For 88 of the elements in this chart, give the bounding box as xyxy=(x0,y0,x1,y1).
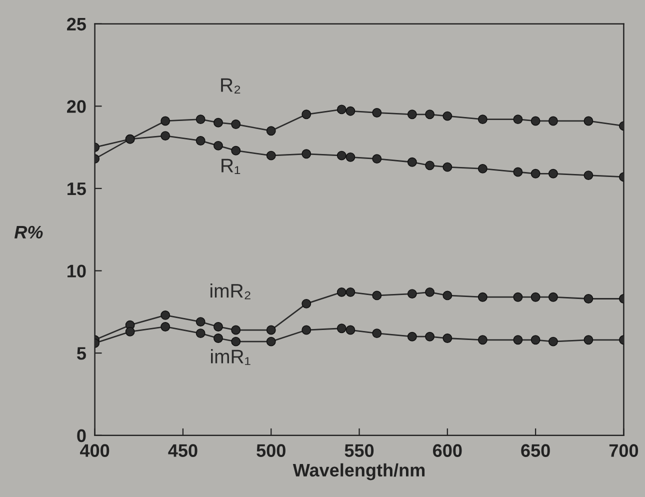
point xyxy=(584,116,594,126)
y-tick-label: 15 xyxy=(68,182,86,196)
point xyxy=(372,328,382,338)
point xyxy=(478,164,488,174)
y-tick-label: 25 xyxy=(67,18,86,31)
point xyxy=(513,292,523,302)
point xyxy=(266,336,276,346)
point xyxy=(442,162,452,172)
point xyxy=(160,116,170,126)
series-label: R₂ xyxy=(221,78,240,94)
point xyxy=(548,292,558,302)
point xyxy=(231,146,241,156)
y-tick-label: 5 xyxy=(76,347,86,360)
point xyxy=(530,116,540,126)
point xyxy=(548,116,558,126)
point xyxy=(196,136,206,146)
point xyxy=(214,118,223,128)
x-tick-label: 650 xyxy=(521,444,550,457)
point xyxy=(231,336,241,346)
point xyxy=(302,298,312,308)
point xyxy=(372,290,382,300)
y-axis-title: R% xyxy=(14,226,43,239)
point xyxy=(584,335,594,345)
point xyxy=(336,104,346,114)
point xyxy=(196,328,206,338)
point xyxy=(196,317,206,327)
point xyxy=(346,325,356,335)
point xyxy=(478,114,488,124)
point xyxy=(214,334,223,343)
point xyxy=(231,120,241,129)
point xyxy=(125,326,135,336)
x-tick-label: 450 xyxy=(168,444,198,457)
point xyxy=(407,289,417,299)
x-tick-label: 400 xyxy=(80,444,110,457)
point xyxy=(336,287,346,297)
point xyxy=(530,292,540,302)
point xyxy=(336,324,346,334)
point xyxy=(478,292,488,302)
point xyxy=(302,149,312,159)
point xyxy=(548,336,558,346)
point xyxy=(346,106,356,116)
point xyxy=(513,114,523,124)
point xyxy=(160,322,170,332)
point xyxy=(442,111,452,121)
point xyxy=(214,140,223,150)
point xyxy=(372,154,382,164)
point xyxy=(425,110,435,120)
point xyxy=(530,335,540,345)
series-label: imR₂ xyxy=(210,283,250,300)
point xyxy=(231,325,241,335)
point xyxy=(584,170,594,180)
point xyxy=(478,335,488,345)
y-tick-label: 20 xyxy=(67,100,86,113)
point xyxy=(372,108,382,118)
point xyxy=(160,310,170,320)
point xyxy=(513,335,523,345)
point xyxy=(548,168,558,178)
point xyxy=(530,168,540,178)
point xyxy=(302,110,312,120)
point xyxy=(584,294,594,304)
point xyxy=(266,126,276,136)
point xyxy=(302,325,312,335)
x-axis-title: Wavelength/nm xyxy=(292,463,425,480)
point xyxy=(214,322,223,332)
point xyxy=(336,150,346,160)
point xyxy=(442,334,452,343)
point xyxy=(407,157,417,167)
x-tick-label: 500 xyxy=(256,444,286,457)
point xyxy=(513,167,523,177)
point xyxy=(346,287,356,297)
series-label: imR₁ xyxy=(211,349,250,365)
point xyxy=(425,332,435,342)
point xyxy=(407,110,417,120)
point xyxy=(346,152,356,162)
point xyxy=(425,160,435,170)
point xyxy=(442,290,452,300)
y-tick-label: 0 xyxy=(77,429,86,442)
point xyxy=(266,325,276,335)
point xyxy=(196,114,206,124)
y-tick-label: 10 xyxy=(68,264,86,278)
x-tick-label: 700 xyxy=(609,444,638,457)
x-tick-label: 600 xyxy=(433,444,462,457)
point xyxy=(160,131,170,141)
point xyxy=(425,287,435,297)
series-label: R₁ xyxy=(222,158,240,174)
point xyxy=(266,150,276,160)
point xyxy=(407,332,417,342)
x-tick-label: 550 xyxy=(344,444,374,457)
